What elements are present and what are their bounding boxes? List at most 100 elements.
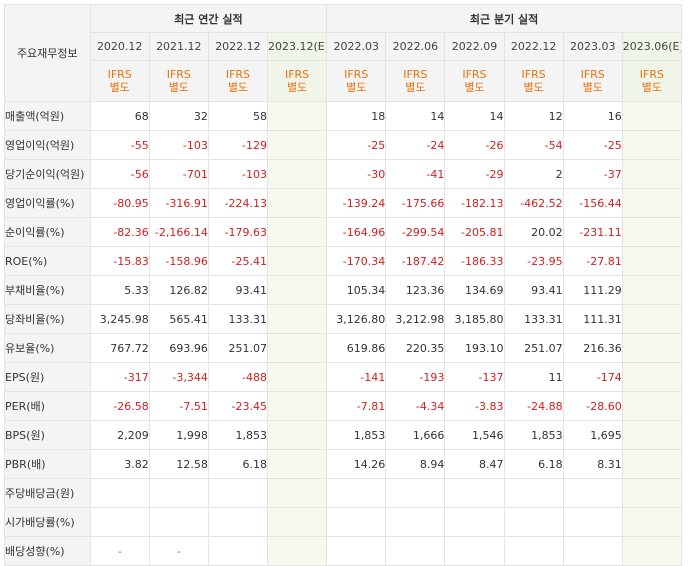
value-cell — [621, 391, 683, 421]
value-cell — [562, 536, 623, 566]
value-cell: - — [89, 536, 150, 566]
value-cell — [503, 536, 564, 566]
value-cell: -182.13 — [444, 188, 505, 218]
value-cell: -186.33 — [444, 246, 505, 276]
value-cell: -103 — [148, 130, 209, 160]
value-cell: -56 — [89, 159, 150, 189]
value-cell: -156.44 — [562, 188, 623, 218]
value-cell: -193 — [385, 362, 446, 392]
value-cell: 251.07 — [503, 333, 564, 363]
value-cell: 1,853 — [326, 420, 387, 450]
value-cell: -3.83 — [444, 391, 505, 421]
corner-label: 주요재무정보 — [4, 4, 91, 102]
value-cell: -139.24 — [326, 188, 387, 218]
value-cell — [326, 507, 387, 537]
row-label: EPS(원) — [4, 362, 91, 392]
table-row: 영업이익률(%) -80.95 -316.91 -224.13 -139.24 -175.… — [4, 188, 683, 218]
value-cell — [148, 507, 209, 537]
value-cell: -164.96 — [326, 217, 387, 247]
value-cell: 133.31 — [503, 304, 564, 334]
row-label: 당기순이익(억원) — [4, 159, 91, 189]
value-cell: -7.81 — [326, 391, 387, 421]
table-row: 배당성향(%) - - — [4, 536, 683, 566]
value-cell: -174 — [562, 362, 623, 392]
value-cell: 220.35 — [385, 333, 446, 363]
table-row: 당기순이익(억원) -56 -701 -103 -30 -41 -29 2 -37 — [4, 159, 683, 189]
value-cell — [621, 246, 683, 276]
period-header: 2022.12 — [503, 32, 564, 61]
value-cell: 693.96 — [148, 333, 209, 363]
value-cell: 111.31 — [562, 304, 623, 334]
ifrs-standard-label: IFRS 별도 — [503, 60, 564, 102]
value-cell — [266, 217, 328, 247]
ifrs-line2: 별도 — [582, 81, 603, 94]
value-cell — [266, 246, 328, 276]
ifrs-line1: IFRS — [462, 68, 487, 81]
value-cell: 3,245.98 — [89, 304, 150, 334]
value-cell: -316.91 — [148, 188, 209, 218]
row-label: 유보율(%) — [4, 333, 91, 363]
value-cell: -41 — [385, 159, 446, 189]
value-cell: 619.86 — [326, 333, 387, 363]
value-cell: -7.51 — [148, 391, 209, 421]
value-cell: -488 — [207, 362, 269, 392]
value-cell — [326, 478, 387, 508]
value-cell — [621, 130, 683, 160]
value-cell: 216.36 — [562, 333, 623, 363]
value-cell: 8.31 — [562, 449, 623, 479]
value-cell — [503, 478, 564, 508]
value-cell: 2 — [503, 159, 564, 189]
value-cell: -24 — [385, 130, 446, 160]
period-header: 2023.06(E) — [621, 32, 683, 61]
value-cell: -137 — [444, 362, 505, 392]
value-cell — [562, 478, 623, 508]
value-cell: -175.66 — [385, 188, 446, 218]
value-cell: -3,344 — [148, 362, 209, 392]
value-cell — [444, 536, 505, 566]
value-cell — [266, 478, 328, 508]
value-cell: -170.34 — [326, 246, 387, 276]
value-cell — [621, 536, 683, 566]
value-cell — [621, 362, 683, 392]
value-cell: -23.45 — [207, 391, 269, 421]
table-row: EPS(원) -317 -3,344 -488 -141 -193 -137 11 -174 — [4, 362, 683, 392]
period-header: 2022.09 — [444, 32, 505, 61]
value-cell: 3,185.80 — [444, 304, 505, 334]
value-cell: -103 — [207, 159, 269, 189]
value-cell — [621, 275, 683, 305]
ifrs-standard-label: IFRS 별도 — [89, 60, 150, 102]
ifrs-line1: IFRS — [284, 68, 310, 81]
ifrs-standard-label: IFRS 별도 — [207, 60, 269, 102]
row-label: 부채비율(%) — [4, 275, 91, 305]
ifrs-line1: IFRS — [580, 68, 605, 81]
value-cell: -701 — [148, 159, 209, 189]
ifrs-line2: 별도 — [168, 81, 189, 94]
value-cell — [266, 275, 328, 305]
value-cell: 2,209 — [89, 420, 150, 450]
value-cell — [207, 478, 269, 508]
value-cell — [207, 507, 269, 537]
value-cell: -299.54 — [385, 217, 446, 247]
value-cell: 93.41 — [503, 275, 564, 305]
value-cell: 58 — [207, 101, 269, 131]
ifrs-line2: 별도 — [346, 81, 367, 94]
value-cell: 565.41 — [148, 304, 209, 334]
value-cell: -462.52 — [503, 188, 564, 218]
value-cell — [385, 536, 446, 566]
ifrs-line1: IFRS — [107, 68, 132, 81]
value-cell — [266, 159, 328, 189]
ifrs-standard-label: IFRS 별도 — [266, 60, 328, 102]
value-cell — [266, 420, 328, 450]
value-cell — [266, 101, 328, 131]
value-cell: 18 — [326, 101, 387, 131]
value-cell: -82.36 — [89, 217, 150, 247]
table-row: ROE(%) -15.83 -158.96 -25.41 -170.34 -187.42-… — [4, 246, 683, 276]
value-cell — [266, 536, 328, 566]
value-cell — [385, 478, 446, 508]
ifrs-line1: IFRS — [344, 68, 369, 81]
value-cell: 123.36 — [385, 275, 446, 305]
value-cell: -24.88 — [503, 391, 564, 421]
table-row: 부채비율(%) 5.33 126.82 93.41 105.34 123.36 134.69… — [4, 275, 683, 305]
period-header: 2022.03 — [326, 32, 387, 61]
ifrs-standard-label: IFRS 별도 — [148, 60, 209, 102]
